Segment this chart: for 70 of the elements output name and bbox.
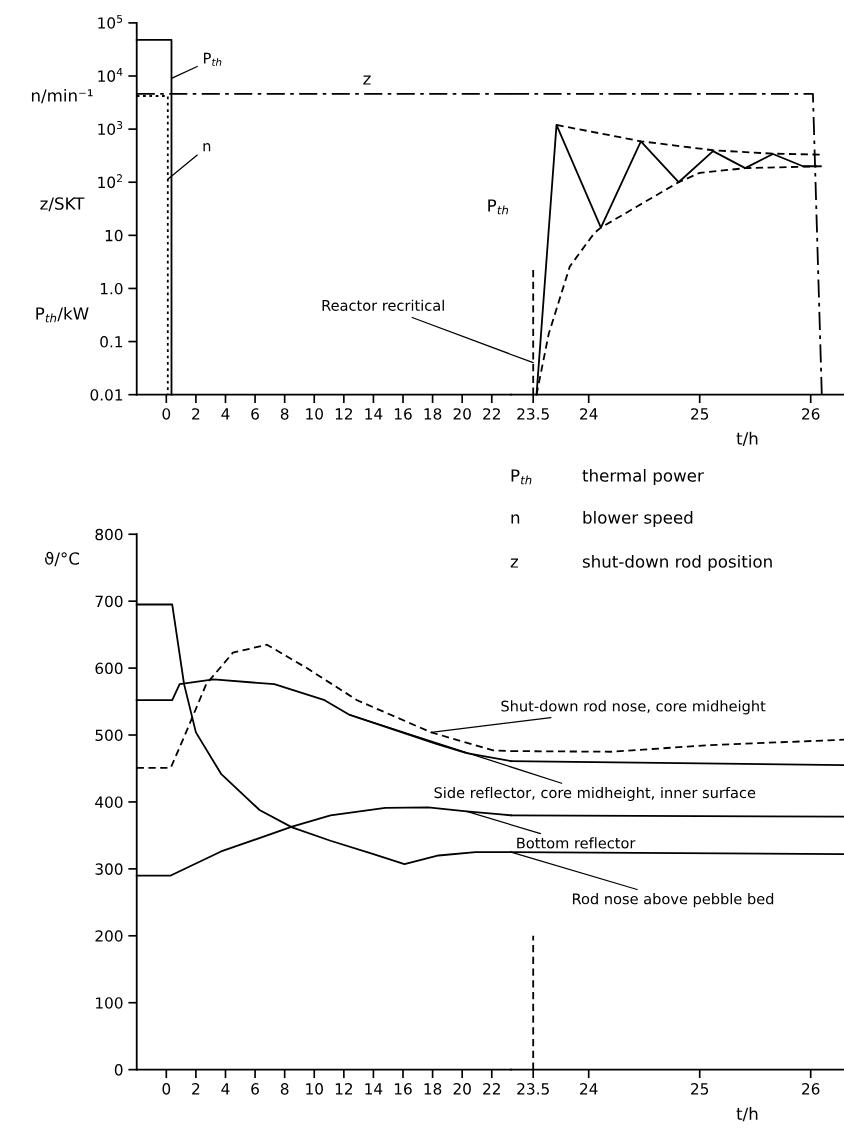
y-tick-label: 600 <box>95 662 123 675</box>
x-tick-label: 14 <box>365 408 383 420</box>
y-tick-label: 10$^{5}$ <box>98 14 123 29</box>
y-tick-label: 500 <box>95 729 123 742</box>
x-tick-label: 12 <box>335 1083 353 1095</box>
x-tick-label: 24 <box>580 1083 598 1095</box>
annotation: shut-down rod position <box>582 554 772 572</box>
text: n <box>511 514 520 524</box>
text: P$_{th}$ <box>511 469 532 485</box>
annotation: Side reflector, core midheight, inner surface <box>434 786 756 801</box>
x-tick-label: 6 <box>251 1083 259 1095</box>
x-tick-label: 4 <box>221 1083 230 1095</box>
annotation: Shut-down rod nose, core midheight <box>501 700 766 715</box>
y-tick-label: 200 <box>95 930 123 942</box>
x-tick-label: 23.5 <box>517 1083 549 1095</box>
x-tick-label: 22 <box>483 408 500 420</box>
x-tick-label: 18 <box>424 408 442 420</box>
text: thermal power <box>582 468 704 486</box>
x-tick-label: 12 <box>335 408 353 420</box>
y-tick-label: 100 <box>96 997 123 1009</box>
x-tick-label: 10 <box>306 1083 323 1095</box>
x-tick-label: 26 <box>802 1083 820 1095</box>
x-tick-label: 10 <box>306 408 323 420</box>
text: P$_{th}$/kW <box>36 306 89 323</box>
x-tick-label: 6 <box>251 408 259 420</box>
y-axis-title: ϑ/°C <box>44 551 80 567</box>
x-tick-label: 14 <box>365 1083 383 1095</box>
annotation: P$_{th}$ <box>204 52 222 66</box>
annotation: Reactor recritical <box>322 299 444 311</box>
annotation: Rod nose above pebble bed <box>572 893 774 908</box>
y-tick-label: 300 <box>95 863 123 875</box>
x-tick-label: 0 <box>162 408 171 420</box>
annotation: P$_{th}$ <box>488 199 509 215</box>
x-tick-label: 8 <box>280 1083 289 1095</box>
y-tick-label: 0.1 <box>100 336 123 348</box>
y-tick-label: 700 <box>95 595 123 608</box>
x-tick-label: 4 <box>221 408 230 420</box>
x-tick-label: 8 <box>280 408 289 420</box>
x-tick-label: 16 <box>394 1083 412 1095</box>
x-tick-label: 18 <box>424 1083 442 1095</box>
x-tick-label: 23.5 <box>517 408 549 420</box>
x-tick-label: 16 <box>394 408 412 420</box>
y-tick-label: 10$^{3}$ <box>98 121 123 136</box>
x-tick-label: 25 <box>691 1083 709 1095</box>
x-axis-title: t/h <box>736 1107 758 1122</box>
x-tick-label: 24 <box>580 408 598 420</box>
x-tick-label: 0 <box>162 1083 171 1095</box>
x-tick-label: 20 <box>453 1083 471 1095</box>
y-tick-label: 10 <box>105 229 123 242</box>
annotation: Bottom reflector <box>517 837 636 849</box>
x-tick-label: 20 <box>453 408 471 420</box>
y-tick-label: 1.0 <box>100 282 123 295</box>
text: z/SKT <box>40 197 85 212</box>
x-axis-title: t/h <box>736 431 758 447</box>
x-tick-label: 2 <box>192 1083 200 1095</box>
text: blower speed <box>583 510 693 528</box>
x-tick-label: 2 <box>192 408 200 420</box>
annotation: z <box>510 558 519 568</box>
y-tick-label: 0.01 <box>90 389 123 401</box>
x-tick-label: 26 <box>802 408 820 420</box>
y-tick-label: 10$^{2}$ <box>98 174 122 189</box>
y-tick-label: 0 <box>114 1064 123 1076</box>
y-tick-label: 400 <box>95 796 123 808</box>
text: n/min⁻¹ <box>31 88 93 104</box>
annotation: z <box>363 75 371 85</box>
x-tick-label: 25 <box>691 408 709 420</box>
y-tick-label: 800 <box>95 528 123 541</box>
y-tick-label: 10$^{4}$ <box>98 68 123 82</box>
x-tick-label: 22 <box>483 1083 500 1095</box>
annotation: n <box>203 143 211 152</box>
